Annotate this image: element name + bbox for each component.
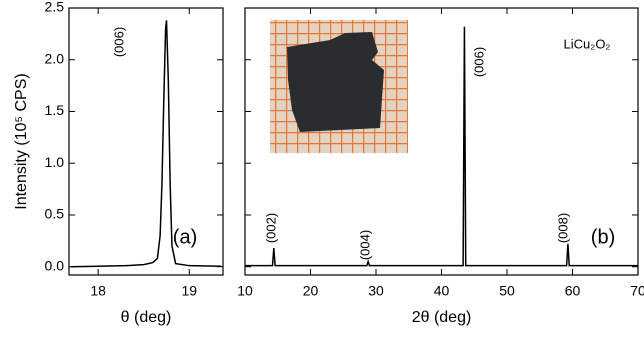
x-tick-label: 70 (630, 283, 644, 299)
x-tick-label: 40 (434, 283, 450, 299)
sample-photo (270, 20, 408, 153)
x-tick-label: 20 (303, 283, 319, 299)
annotation: (006) (471, 47, 486, 77)
y-tick-label: 0.5 (45, 206, 65, 222)
x-tick-label: 18 (90, 283, 106, 299)
x-axis-label: θ (deg) (121, 309, 172, 326)
annotation: (008) (555, 213, 570, 243)
x-tick-label: 19 (181, 283, 197, 299)
y-tick-label: 0.0 (45, 257, 65, 273)
data-line (245, 26, 638, 267)
x-tick-label: 60 (565, 283, 581, 299)
y-tick-label: 2.5 (45, 0, 65, 15)
y-tick-label: 2.0 (45, 50, 65, 66)
x-tick-label: 50 (499, 283, 515, 299)
annotation: (b) (591, 226, 615, 248)
y-tick-label: 1.0 (45, 154, 65, 170)
x-tick-label: 10 (237, 283, 253, 299)
annotation: (004) (357, 230, 372, 260)
annotation: (002) (263, 213, 278, 243)
y-tick-label: 1.5 (45, 102, 65, 118)
annotation: (006) (111, 27, 126, 57)
x-axis-label: 2θ (deg) (412, 309, 472, 326)
plot-frame (68, 7, 224, 276)
annotation: (a) (173, 226, 197, 248)
data-line (70, 20, 222, 268)
annotation: LiCu₂O₂ (564, 36, 611, 51)
y-axis-label: Intensity (10⁵ CPS) (13, 73, 30, 209)
x-tick-label: 30 (368, 283, 384, 299)
